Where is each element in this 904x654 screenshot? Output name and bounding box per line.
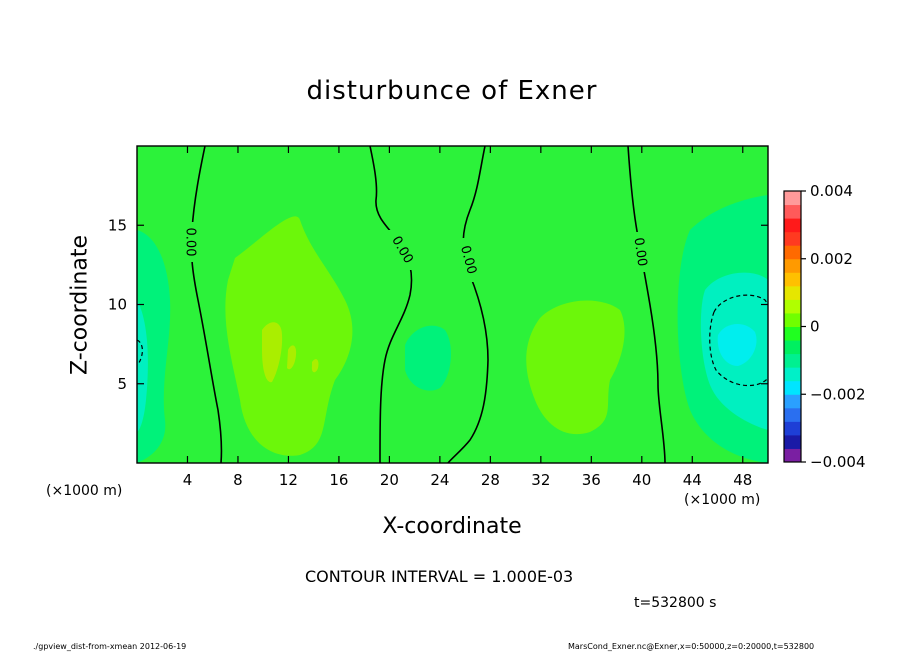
colorbar: 0.004 0.002 0 −0.002 −0.004 <box>783 182 866 471</box>
zero-contour-4 <box>627 146 666 463</box>
chart-title: disturbunce of Exner <box>306 76 598 106</box>
x-axis-label: X-coordinate <box>382 514 522 539</box>
y-axis: 5 10 15 <box>108 216 768 393</box>
negative-center-right <box>717 324 757 366</box>
x-tick-label-11: 48 <box>733 471 752 489</box>
colorbar-swatch-0 <box>784 448 801 463</box>
y-axis-unit: (×1000 m) <box>46 483 123 499</box>
colorbar-swatch-6 <box>784 367 801 382</box>
colorbar-swatch-11 <box>784 299 801 314</box>
negative-core-left <box>137 300 148 432</box>
x-tick-label-6: 28 <box>481 471 500 489</box>
colorbar-label-2: 0 <box>810 318 820 336</box>
colorbar-swatch-19 <box>784 191 801 206</box>
time-label: t=532800 s <box>634 595 717 611</box>
contour-label-4: 0.00 <box>631 237 650 268</box>
colorbar-label-0: 0.004 <box>810 182 853 200</box>
negative-region-center <box>405 325 452 391</box>
x-tick-label-4: 20 <box>380 471 399 489</box>
x-tick-label-10: 44 <box>683 471 702 489</box>
x-tick-label-2: 12 <box>279 471 298 489</box>
colorbar-swatch-4 <box>784 394 801 409</box>
colorbar-swatch-7 <box>784 353 801 368</box>
colorbar-label-1: 0.002 <box>810 250 853 268</box>
y-axis-label: Z-coordinate <box>67 235 93 375</box>
colorbar-swatch-9 <box>784 326 801 341</box>
x-tick-label-0: 4 <box>183 471 193 489</box>
y-tick-label-0: 5 <box>117 375 127 393</box>
positive-core-2 <box>287 345 297 370</box>
footer-right-text: MarsCond_Exner.nc@Exner,x=0:50000,z=0:20… <box>568 642 815 651</box>
colorbar-swatch-8 <box>784 340 801 355</box>
positive-core-1 <box>262 322 283 383</box>
colorbar-swatch-16 <box>784 231 801 246</box>
y-tick-label-1: 10 <box>108 296 127 314</box>
x-tick-label-3: 16 <box>329 471 348 489</box>
colorbar-swatch-13 <box>784 272 801 287</box>
x-tick-label-1: 8 <box>233 471 243 489</box>
colorbar-swatch-17 <box>784 218 801 233</box>
colorbar-swatch-14 <box>784 258 801 273</box>
colorbar-swatch-12 <box>784 285 801 300</box>
footer-left-text: ./gpview_dist-from-xmean 2012-06-19 <box>33 642 187 651</box>
x-tick-label-9: 40 <box>632 471 651 489</box>
zero-contour-1 <box>190 146 223 463</box>
x-tick-label-8: 36 <box>582 471 601 489</box>
colorbar-swatch-1 <box>784 434 801 449</box>
colorbar-swatch-18 <box>784 204 801 219</box>
contour-interval-text: CONTOUR INTERVAL = 1.000E-03 <box>305 567 574 586</box>
x-tick-label-5: 24 <box>430 471 449 489</box>
colorbar-swatch-15 <box>784 245 801 260</box>
colorbar-swatch-2 <box>784 421 801 436</box>
y-tick-label-2: 15 <box>108 216 127 234</box>
zero-contour-2 <box>369 146 413 463</box>
colorbar-label-4: −0.004 <box>810 453 866 471</box>
x-tick-label-7: 32 <box>531 471 550 489</box>
contour-label-3: 0.00 <box>457 244 479 276</box>
colorbar-label-3: −0.002 <box>810 385 866 403</box>
positive-core-3 <box>311 359 319 373</box>
positive-region-center-left <box>225 216 353 456</box>
x-axis: 4 8 12 16 20 24 28 32 36 40 44 48 <box>183 146 752 489</box>
colorbar-swatch-10 <box>784 312 801 327</box>
zero-contour-3 <box>447 146 489 463</box>
heatmap-field <box>137 146 768 463</box>
colorbar-swatch-3 <box>784 407 801 422</box>
colorbar-swatch-5 <box>784 380 801 395</box>
contour-label-1: 0.00 <box>183 228 198 257</box>
x-axis-unit: (×1000 m) <box>684 492 761 508</box>
positive-region-center-right <box>526 300 625 435</box>
